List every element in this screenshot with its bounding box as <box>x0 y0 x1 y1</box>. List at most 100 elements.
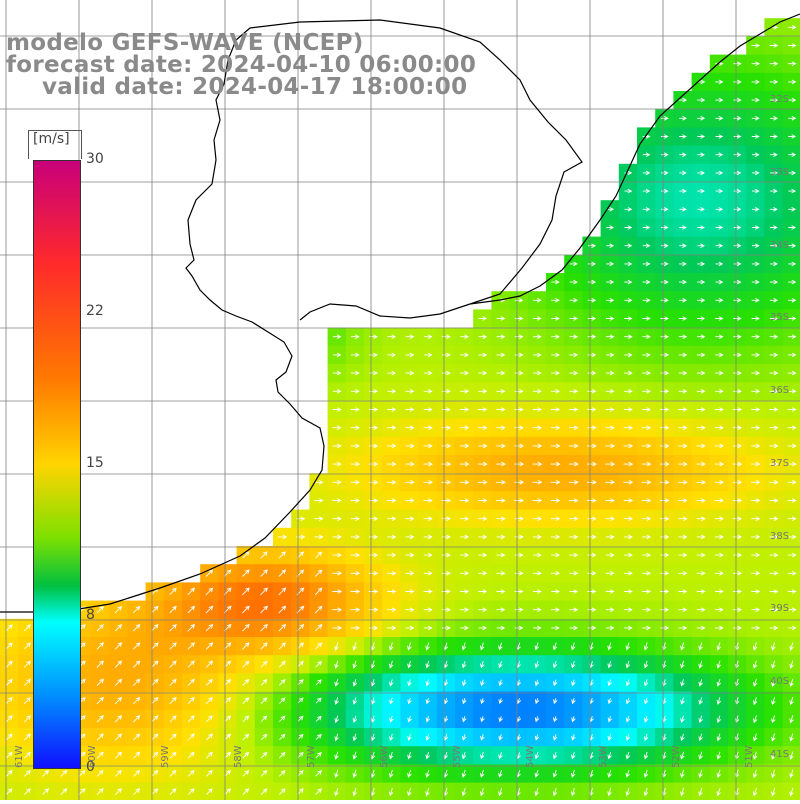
wind-arrow <box>606 279 615 285</box>
wind-arrow <box>514 480 525 485</box>
wind-arrow <box>423 571 433 576</box>
wind-arrow <box>389 679 394 687</box>
wind-arrow <box>715 279 724 285</box>
wind-arrow <box>696 516 706 521</box>
wind-arrow <box>733 298 742 303</box>
wind-arrow <box>625 733 631 742</box>
wind-arrow <box>442 334 451 339</box>
wind-arrow <box>278 569 287 577</box>
wind-arrow <box>733 170 742 176</box>
wind-arrow <box>716 678 722 687</box>
wind-arrow <box>751 316 760 321</box>
wind-arrow <box>260 679 268 686</box>
wind-arrow <box>732 461 743 467</box>
wind-arrow <box>368 480 379 485</box>
wind-arrow <box>605 461 616 467</box>
wind-arrow <box>715 207 724 212</box>
wind-arrow <box>133 769 141 777</box>
wind-arrow <box>315 660 322 668</box>
wind-arrow <box>480 734 485 741</box>
wind-arrow <box>441 571 451 576</box>
wind-arrow <box>423 625 433 631</box>
wind-arrow <box>5 788 13 795</box>
wind-arrow <box>733 334 742 339</box>
wind-arrow <box>314 624 323 632</box>
wind-arrow <box>461 642 467 651</box>
wind-arrow <box>423 534 433 540</box>
wind-arrow <box>114 678 123 687</box>
wind-arrow <box>571 751 576 760</box>
wind-arrow <box>96 678 104 687</box>
wind-arrow <box>205 642 214 650</box>
wind-arrow <box>587 298 597 303</box>
wind-arrow <box>696 498 706 503</box>
wind-arrow <box>716 733 722 742</box>
wind-arrow <box>678 498 688 503</box>
wind-arrow <box>787 461 797 467</box>
wind-arrow <box>716 769 721 779</box>
wind-arrow <box>389 715 394 723</box>
wind-arrow <box>752 733 758 742</box>
wind-arrow <box>260 697 268 704</box>
wind-arrow <box>698 733 703 742</box>
colorbar <box>33 160 81 769</box>
wind-arrow <box>352 697 358 705</box>
wind-arrow <box>241 605 250 614</box>
wind-arrow <box>641 498 652 503</box>
wind-arrow <box>769 571 779 576</box>
wind-arrow <box>478 552 488 558</box>
wind-arrow <box>788 188 797 194</box>
wind-arrow <box>498 752 503 760</box>
wind-arrow <box>715 225 724 230</box>
wind-arrow <box>23 642 31 650</box>
wind-arrow <box>314 605 323 614</box>
wind-arrow <box>787 498 797 503</box>
wind-arrow <box>115 769 122 777</box>
wind-arrow <box>770 243 778 248</box>
wind-arrow <box>405 552 415 558</box>
wind-arrow <box>115 788 122 795</box>
wind-arrow <box>423 607 433 612</box>
wind-arrow <box>441 443 452 449</box>
wind-arrow <box>623 498 634 503</box>
wind-arrow <box>423 516 433 521</box>
wind-arrow <box>534 787 539 797</box>
wind-arrow <box>751 370 761 376</box>
wind-arrow <box>789 751 794 760</box>
wind-arrow <box>643 751 649 760</box>
wind-arrow <box>698 697 703 705</box>
wind-arrow <box>551 571 561 576</box>
wind-arrow <box>169 642 177 650</box>
wind-arrow <box>733 152 742 157</box>
wind-arrow <box>423 552 433 558</box>
wind-arrow <box>496 571 506 576</box>
wind-arrow <box>441 407 451 412</box>
wind-arrow <box>550 443 561 449</box>
wind-arrow <box>715 152 724 157</box>
wind-arrow <box>480 698 485 705</box>
wind-arrow <box>571 697 576 705</box>
wind-arrow <box>332 625 343 631</box>
wind-arrow <box>314 480 324 485</box>
wind-arrow <box>405 589 415 594</box>
wind-arrow <box>206 715 213 723</box>
wind-arrow <box>389 751 394 760</box>
wind-arrow <box>441 461 452 467</box>
wind-arrow <box>496 534 506 540</box>
wind-arrow <box>751 516 761 521</box>
wind-arrow <box>206 788 213 795</box>
wind-arrow <box>425 679 431 687</box>
wind-arrow <box>151 769 159 777</box>
lon-label-57w: 57W <box>306 745 317 768</box>
wind-arrow <box>715 261 724 267</box>
wind-arrow <box>332 352 342 358</box>
wind-arrow <box>660 407 670 412</box>
wind-arrow <box>332 443 342 449</box>
wind-arrow <box>461 679 467 687</box>
wind-arrow <box>352 715 358 723</box>
wind-arrow <box>498 661 503 669</box>
wind-arrow <box>569 261 578 267</box>
wind-arrow <box>642 316 651 321</box>
wind-arrow <box>278 679 286 686</box>
